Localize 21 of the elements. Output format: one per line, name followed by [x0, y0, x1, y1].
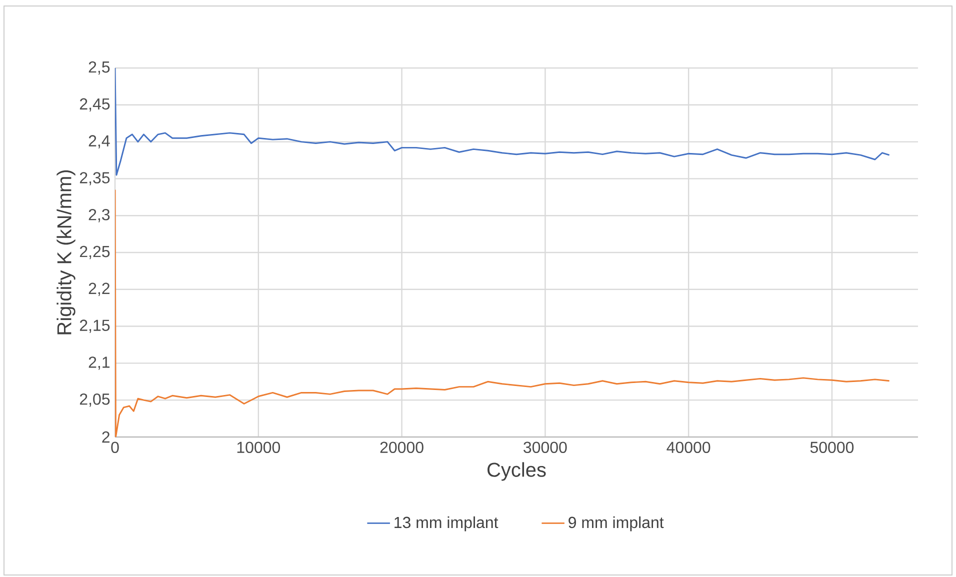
y-tick-label: 2,2: [88, 282, 110, 296]
x-tick-label: 50000: [810, 442, 854, 454]
x-tick-label: 20000: [380, 442, 424, 454]
y-tick-label: 2,3: [88, 208, 110, 222]
y-tick-label: 2,4: [88, 135, 110, 148]
y-tick-label: 2: [102, 431, 110, 443]
y-tick-label: 2,5: [88, 61, 110, 75]
x-tick-label: 40000: [666, 442, 710, 454]
x-axis-title: Cycles: [488, 462, 546, 481]
x-tick-label: 0: [111, 442, 119, 454]
y-tick-label: 2,25: [80, 246, 110, 260]
y-tick-label: 2,1: [88, 356, 110, 370]
y-tick-label: 2,05: [80, 393, 110, 407]
y-tick-label: 2,45: [80, 98, 110, 112]
legend-label: 9 mm implant: [568, 516, 664, 532]
y-tick-label: 2,15: [80, 320, 110, 333]
y-axis-title: Rigidity K (kN/mm): [56, 170, 76, 334]
x-tick-label: 30000: [524, 442, 567, 454]
x-tick-label: 10000: [237, 442, 280, 454]
legend-label: 13 mm implant: [394, 516, 498, 532]
y-tick-label: 2,35: [80, 172, 110, 186]
